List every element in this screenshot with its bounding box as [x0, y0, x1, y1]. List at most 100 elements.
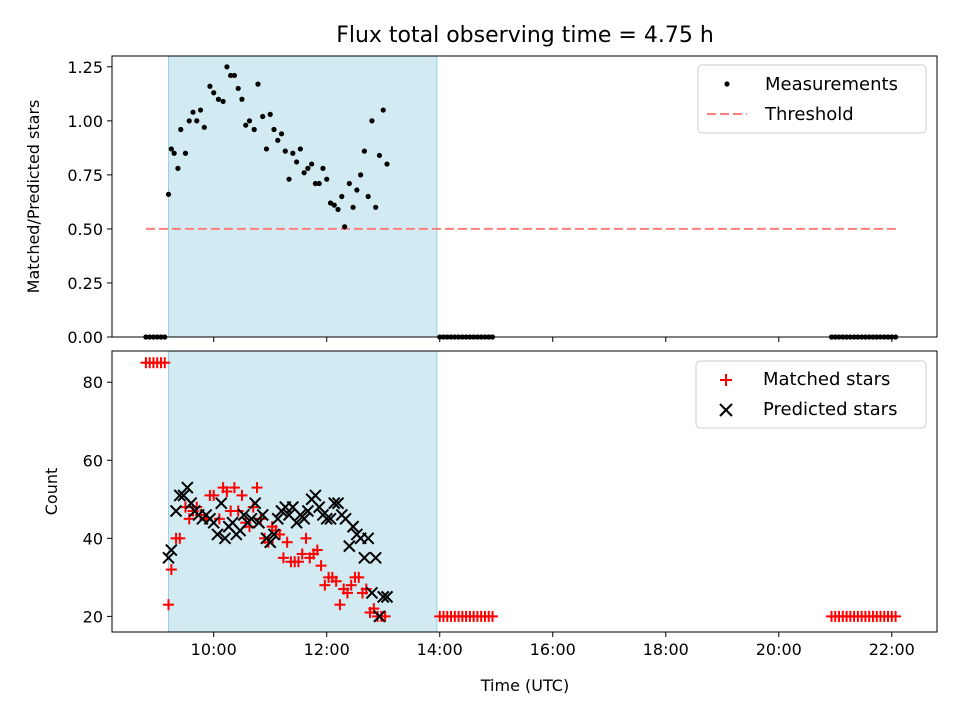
predicted-star-stroke-b	[320, 512, 333, 526]
predicted-star-stroke-b	[181, 481, 194, 494]
x-tick-label: 10:00	[191, 640, 237, 659]
predicted-star-stroke-b	[373, 610, 386, 623]
y-tick-label: 1.25	[67, 58, 103, 77]
legend-measurements-marker	[724, 81, 730, 87]
predicted-star-stroke-b	[162, 551, 175, 565]
legend-matched-marker	[720, 374, 732, 386]
y-tick-label: 0.00	[67, 328, 103, 347]
matched-star-point	[244, 521, 255, 533]
matched-star-point	[208, 489, 220, 501]
predicted-star-stroke-b	[380, 590, 394, 604]
predicted-star-stroke-b	[248, 497, 262, 510]
predicted-star-stroke-b	[339, 512, 352, 526]
measurement-point	[175, 165, 181, 171]
legend-predicted-label: Predicted stars	[763, 399, 897, 420]
bottom-x-axis-label: Time (UTC)	[480, 676, 569, 695]
measurement-point	[297, 146, 303, 152]
measurement-point	[290, 150, 296, 156]
measurement-point	[235, 85, 241, 92]
matched-star-point	[183, 513, 195, 525]
top-highlight-span	[168, 55, 438, 338]
measurement-point	[165, 191, 172, 197]
legend-predicted-marker	[719, 403, 733, 417]
predicted-star-stroke-b	[215, 497, 228, 510]
measurement-point	[324, 176, 330, 182]
measurement-point	[358, 172, 364, 178]
bottom-x-ticks: 10:00 12:00 14:00 16:00 18:00 20:00 22:00	[191, 632, 915, 659]
predicted-star-stroke-b	[361, 532, 375, 545]
predicted-star-point	[346, 520, 360, 533]
measurement-point	[373, 204, 379, 210]
x-tick-label: 18:00	[643, 640, 689, 659]
x-tick-label: 16:00	[530, 640, 576, 659]
measurement-point	[305, 165, 311, 171]
matched-star-point	[353, 571, 365, 583]
top-chart-title: Flux total observing time = 4.75 h	[336, 23, 714, 48]
predicted-star-stroke-b	[286, 500, 300, 514]
predicted-star-point	[184, 497, 198, 510]
measurement-point	[178, 126, 184, 133]
top-legend-box	[697, 64, 927, 134]
matched-star-point	[292, 556, 304, 568]
measurement-point	[339, 193, 345, 200]
matched-star-point	[179, 501, 191, 513]
measurement-point	[260, 113, 266, 120]
measurement-point	[369, 118, 375, 124]
predicted-star-stroke-b	[358, 551, 371, 565]
predicted-star-stroke-b	[184, 497, 198, 510]
matched-star-point	[274, 528, 286, 540]
predicted-star-stroke-b	[165, 543, 178, 557]
predicted-star-stroke-b	[207, 516, 220, 529]
matched-star-point	[232, 505, 244, 517]
measurement-point	[286, 176, 292, 182]
predicted-star-point	[358, 551, 371, 565]
predicted-star-stroke-b	[245, 512, 258, 526]
predicted-star-point	[211, 528, 224, 541]
top-legend: Measurements Threshold	[697, 64, 927, 134]
y-tick-label: 1.00	[67, 112, 103, 131]
predicted-star-stroke-b	[346, 520, 360, 533]
measurement-point	[197, 107, 204, 113]
predicted-star-point	[380, 590, 394, 604]
predicted-star-stroke-b	[267, 528, 281, 541]
bottom-highlight-span	[168, 350, 438, 633]
predicted-star-stroke-b	[369, 551, 382, 565]
x-tick-label: 14:00	[417, 640, 463, 659]
matched-star-point	[296, 548, 308, 560]
y-tick-label: 60	[83, 451, 103, 470]
measurement-point	[380, 107, 386, 113]
measurement-point	[224, 64, 230, 70]
predicted-star-point	[297, 512, 311, 526]
predicted-star-stroke-b	[226, 516, 239, 529]
bottom-y-ticks: 20 40 60 80	[83, 373, 112, 626]
predicted-star-stroke-b	[237, 508, 251, 522]
matched-star-point	[262, 536, 274, 548]
matched-star-point	[255, 513, 267, 525]
matched-star-point	[247, 501, 259, 513]
matched-star-point	[319, 579, 331, 591]
measurement-point	[228, 72, 234, 79]
bottom-axes-frame	[111, 350, 938, 633]
matched-star-point	[191, 501, 203, 513]
y-tick-label: 80	[83, 373, 103, 392]
legend-threshold-label: Threshold	[764, 104, 854, 125]
measurement-point	[346, 180, 352, 187]
bottom-legend-box	[695, 360, 927, 429]
measurement-point	[335, 206, 341, 213]
matched-star-point	[277, 552, 289, 564]
matched-star-point	[379, 610, 391, 622]
predicted-star-stroke-b	[252, 516, 266, 529]
predicted-star-point	[237, 508, 251, 522]
x-tick-label: 12:00	[304, 640, 350, 659]
y-tick-label: 20	[83, 607, 103, 626]
measurement-point	[275, 137, 281, 143]
predicted-star-point	[248, 497, 262, 510]
predicted-star-stroke-b	[365, 586, 379, 600]
measurement-point	[278, 131, 285, 137]
predicted-star-point	[361, 532, 375, 545]
matched-star-point	[251, 482, 263, 494]
y-tick-label: 0.25	[67, 274, 103, 293]
predicted-star-stroke-b	[282, 508, 296, 522]
matched-star-point	[213, 513, 225, 525]
predicted-star-point	[343, 539, 356, 553]
